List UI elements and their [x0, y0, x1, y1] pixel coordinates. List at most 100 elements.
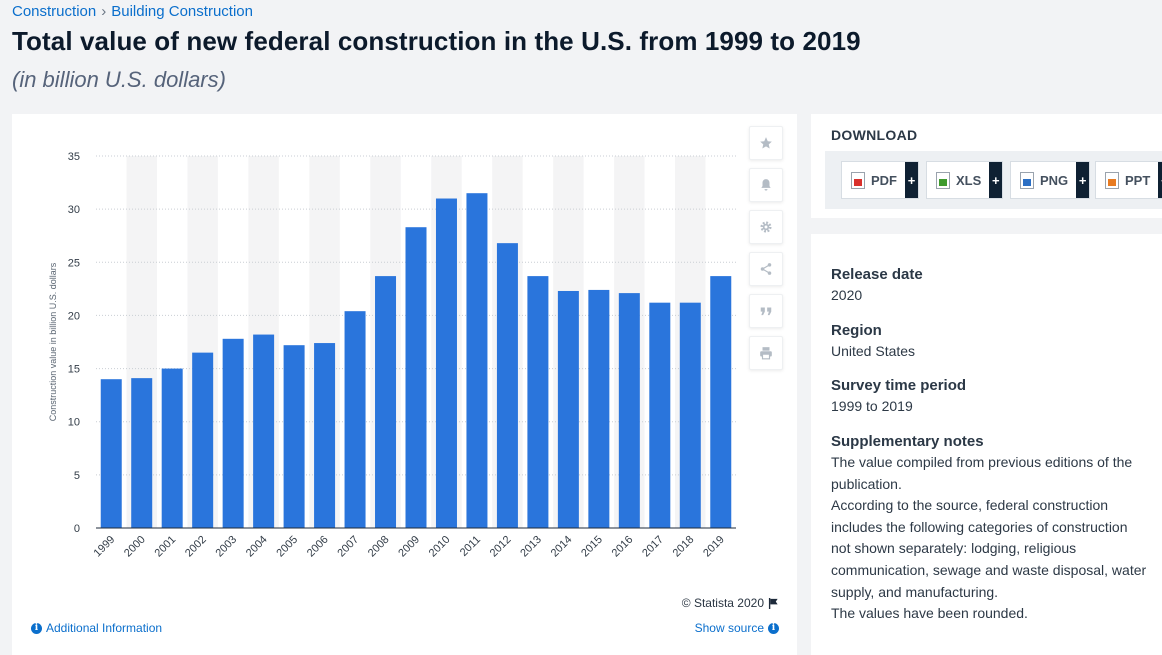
- info-icon: i: [31, 622, 42, 634]
- bar-2014: [557, 290, 579, 528]
- plus-icon: +: [1158, 162, 1162, 198]
- page-subtitle: (in billion U.S. dollars): [12, 67, 226, 92]
- ppt-file-icon: [1105, 171, 1119, 189]
- bar-2012: [496, 243, 518, 528]
- bar-2009: [405, 227, 427, 528]
- y-tick-label: 35: [68, 151, 80, 163]
- x-tick-label: 2005: [274, 534, 300, 560]
- release-date-value: 2020: [831, 287, 863, 303]
- note-line: According to the source, federal constru…: [831, 497, 1109, 514]
- bar-2002: [192, 352, 214, 528]
- bar-2016: [618, 293, 640, 528]
- bar-2005: [283, 345, 305, 528]
- additional-information-link[interactable]: i Additional Information: [31, 621, 162, 635]
- note-line: includes the following categories of con…: [831, 518, 1128, 535]
- download-buttons: PDF + XLS + PNG + PPT +: [825, 151, 1162, 209]
- download-card: DOWNLOAD PDF + XLS + PNG + PPT +: [811, 114, 1162, 218]
- bar-2001: [161, 368, 183, 528]
- bar-2019: [710, 276, 732, 528]
- print-button[interactable]: [749, 336, 783, 370]
- favorite-star-button[interactable]: [749, 126, 783, 160]
- y-tick-label: 10: [68, 417, 80, 429]
- bar-2011: [466, 193, 488, 528]
- x-tick-label: 2011: [458, 534, 483, 559]
- x-tick-label: 2007: [335, 534, 361, 560]
- supplementary-notes-text: The value compiled from previous edition…: [831, 452, 1151, 625]
- star-icon: [760, 137, 772, 149]
- additional-information-label: Additional Information: [46, 621, 163, 635]
- region-label: Region: [831, 322, 882, 339]
- y-tick-label: 25: [68, 257, 80, 269]
- page-title: Total value of new federal construction …: [12, 26, 861, 56]
- png-file-icon: [1020, 171, 1034, 189]
- y-tick-label: 30: [68, 204, 80, 216]
- statista-credit: © Statista 2020: [682, 596, 779, 610]
- details-card: Release date 2020 Region United States S…: [811, 234, 1162, 655]
- y-tick-label: 15: [68, 364, 80, 376]
- y-tick-label: 5: [74, 470, 80, 482]
- share-button[interactable]: [749, 252, 783, 286]
- download-ppt-button[interactable]: PPT +: [1095, 161, 1162, 199]
- xls-file-icon: [936, 171, 950, 189]
- download-title: DOWNLOAD: [831, 127, 918, 143]
- x-tick-label: 2006: [305, 534, 331, 560]
- x-tick-label: 2003: [213, 534, 239, 560]
- y-axis-label: Construction value in billion U.S. dolla…: [48, 262, 58, 421]
- cite-quote-button[interactable]: [749, 294, 783, 328]
- x-tick-label: 2002: [183, 534, 209, 560]
- x-tick-label: 1999: [92, 534, 118, 560]
- bar-2010: [435, 198, 457, 528]
- show-source-label: Show source: [694, 621, 764, 635]
- breadcrumb: Construction › Building Construction: [12, 3, 253, 20]
- breadcrumb-separator: ›: [101, 3, 107, 20]
- plus-icon: +: [905, 162, 918, 198]
- print-icon: [760, 347, 772, 360]
- download-png-label: PNG: [1040, 172, 1069, 188]
- show-source-link[interactable]: Show source i: [695, 621, 779, 635]
- note-line: communication, sewage and waste disposal…: [831, 561, 1147, 578]
- x-tick-label: 2009: [396, 534, 422, 560]
- x-tick-label: 2014: [549, 534, 575, 560]
- download-pdf-button[interactable]: PDF +: [841, 161, 919, 199]
- download-png-button[interactable]: PNG +: [1010, 161, 1091, 199]
- x-tick-label: 2017: [640, 534, 666, 560]
- chart-card: 0 5 10 15 20 25 30 35 1999 2000 2001 2002 2003 2004 2…: [12, 114, 797, 655]
- bar-2015: [588, 289, 610, 528]
- bar-2013: [527, 276, 549, 528]
- release-date-label: Release date: [831, 266, 923, 283]
- x-tick-label: 2001: [153, 534, 179, 560]
- credit-text: © Statista 2020: [681, 596, 764, 610]
- x-tick-label: 2016: [610, 534, 636, 560]
- supplementary-notes: Supplementary notes The value compiled f…: [831, 433, 1151, 625]
- x-tick-label: 2008: [366, 534, 392, 560]
- y-tick-label: 20: [68, 310, 80, 322]
- download-pdf-label: PDF: [871, 172, 897, 188]
- notification-bell-button[interactable]: [749, 168, 783, 202]
- bar-2000: [131, 378, 153, 528]
- x-tick-label: 2004: [244, 534, 270, 560]
- breadcrumb-construction[interactable]: Construction: [12, 3, 97, 20]
- quote-icon: [760, 307, 772, 316]
- bell-icon: [761, 179, 771, 191]
- x-tick-label: 2019: [701, 534, 727, 560]
- share-icon: [760, 263, 772, 275]
- settings-gear-button[interactable]: [749, 210, 783, 244]
- info-icon: i: [768, 622, 779, 634]
- region-value: United States: [831, 343, 916, 359]
- download-xls-button[interactable]: XLS +: [926, 161, 1004, 199]
- plus-icon: +: [989, 162, 1003, 198]
- x-tick-label: 2018: [671, 534, 697, 560]
- breadcrumb-building-construction[interactable]: Building Construction: [111, 3, 253, 20]
- release-date: Release date 2020: [831, 266, 1151, 307]
- x-tick-label: 2000: [122, 534, 148, 560]
- gear-icon: [760, 221, 772, 233]
- bar-1999: [100, 379, 122, 528]
- bar-2003: [222, 338, 244, 528]
- bar-2004: [253, 334, 275, 528]
- flag-icon[interactable]: [768, 597, 779, 609]
- bar-2017: [649, 302, 671, 528]
- note-line: The value compiled from previous edition…: [831, 454, 1133, 470]
- download-xls-label: XLS: [956, 172, 982, 188]
- bar-2008: [375, 276, 397, 528]
